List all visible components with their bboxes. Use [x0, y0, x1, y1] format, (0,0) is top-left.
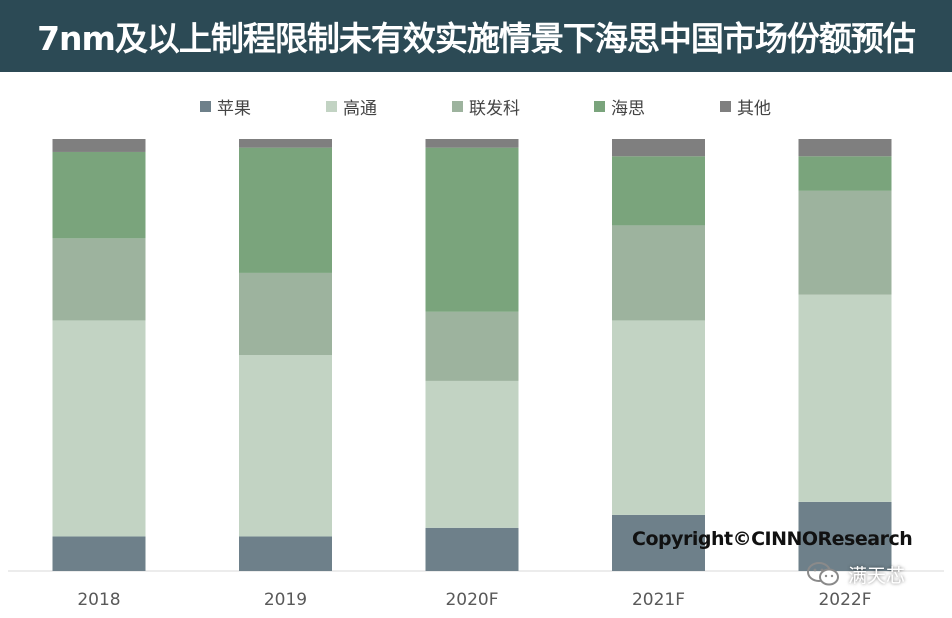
chart-title-banner: 7nm及以上制程限制未有效实施情景下海思中国市场份额预估	[0, 0, 952, 72]
legend-label-others: 其他	[737, 99, 771, 119]
legend-swatch-others	[720, 101, 731, 112]
bar-segment-hisilicon-2022f	[798, 156, 892, 191]
x-tick-label-2022f: 2022F	[818, 590, 871, 610]
bar-segment-hisilicon-2021f	[612, 156, 705, 226]
legend-item-hisilicon: 海思	[594, 94, 645, 119]
bar-segment-apple-2021f	[612, 514, 705, 571]
bar-segment-others-2021f	[612, 139, 705, 157]
bar-segment-qualcomm-2018	[52, 320, 146, 537]
bar-segment-apple-2020f	[425, 527, 519, 571]
legend-label-apple: 苹果	[217, 99, 251, 119]
bar-segment-qualcomm-2019	[239, 355, 332, 537]
legend-swatch-hisilicon	[594, 101, 605, 112]
legend-label-hisilicon: 海思	[611, 99, 645, 119]
bar-segment-others-2018	[52, 139, 146, 152]
legend-item-mediatek: 联发科	[452, 94, 520, 119]
watermark-text: 满天芯	[848, 564, 906, 587]
bar-segment-apple-2019	[239, 536, 332, 571]
x-tick-label-2018: 2018	[77, 590, 120, 610]
chart-legend: 苹果 高通 联发科 海思 其他	[0, 88, 952, 119]
legend-swatch-qualcomm	[326, 101, 337, 112]
bar-segment-apple-2022f	[798, 501, 892, 571]
bar-segment-mediatek-2021f	[612, 225, 705, 321]
bar-segment-others-2020f	[425, 139, 519, 148]
wechat-icon	[807, 562, 839, 586]
x-tick-label-2020f: 2020F	[445, 590, 498, 610]
x-tick-label-2019: 2019	[264, 590, 307, 610]
bar-segment-apple-2018	[52, 536, 146, 571]
copyright-notice: Copyright©CINNOResearch	[632, 528, 913, 550]
bar-segment-mediatek-2018	[52, 238, 146, 321]
legend-item-others: 其他	[720, 94, 771, 119]
legend-label-mediatek: 联发科	[469, 99, 520, 119]
legend-swatch-mediatek	[452, 101, 463, 112]
bar-segment-qualcomm-2021f	[612, 320, 705, 515]
bar-segment-others-2019	[239, 139, 332, 148]
x-tick-label-2021f: 2021F	[632, 590, 685, 610]
legend-label-qualcomm: 高通	[343, 99, 377, 119]
bar-segment-qualcomm-2020f	[425, 380, 519, 528]
bar-segment-hisilicon-2018	[52, 151, 146, 239]
bar-segment-mediatek-2020f	[425, 311, 519, 381]
bar-segment-mediatek-2022f	[798, 190, 892, 295]
bar-segment-qualcomm-2022f	[798, 294, 892, 502]
legend-item-qualcomm: 高通	[326, 94, 377, 119]
bar-segment-hisilicon-2019	[239, 147, 332, 273]
bar-segment-hisilicon-2020f	[425, 147, 519, 312]
bar-segment-others-2022f	[798, 139, 892, 157]
chart-title: 7nm及以上制程限制未有效实施情景下海思中国市场份额预估	[37, 19, 916, 58]
watermark: 满天芯	[806, 560, 905, 588]
bar-segment-mediatek-2019	[239, 272, 332, 355]
legend-swatch-apple	[200, 101, 211, 112]
legend-item-apple: 苹果	[200, 94, 251, 119]
